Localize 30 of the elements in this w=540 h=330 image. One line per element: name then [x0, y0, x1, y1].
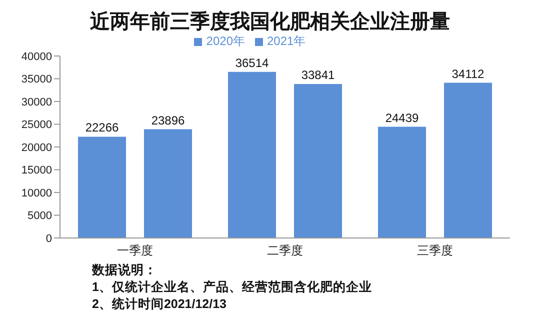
chart-title: 近两年前三季度我国化肥相关企业注册量 [89, 10, 451, 35]
y-tick-label: 10000 [21, 187, 52, 200]
y-tick-label: 0 [46, 232, 52, 245]
bar [78, 136, 126, 238]
data-label: 24439 [385, 110, 420, 125]
y-tick-label: 40000 [21, 50, 52, 63]
x-tick-label: 三季度 [417, 244, 453, 258]
y-tick-label: 30000 [21, 96, 52, 108]
y-tick-label: 5000 [28, 210, 52, 222]
bar [228, 72, 276, 238]
y-tick-label: 20000 [21, 142, 52, 154]
bar [378, 126, 426, 238]
data-label: 36514 [235, 56, 270, 70]
y-tick-label: 35000 [21, 74, 52, 86]
legend-label: 2020年 [206, 34, 245, 48]
bar [144, 129, 192, 238]
bar [294, 84, 342, 238]
text: 数据说明： [92, 262, 158, 279]
data-label: 23896 [151, 113, 186, 128]
x-tick-label: 一季度 [117, 244, 153, 258]
data-label: 34112 [452, 66, 485, 81]
text: 1、仅统计企业名、产品、经营范围含化肥的企业 [92, 279, 373, 296]
data-label: 22266 [85, 120, 120, 135]
y-tick-label: 25000 [21, 119, 52, 132]
legend-label: 2021年 [267, 34, 306, 48]
y-tick-label: 15000 [21, 164, 52, 177]
bar [444, 82, 492, 238]
x-tick-label: 二季度 [267, 244, 303, 258]
text: 2、统计时间2021/12/13 [92, 296, 228, 313]
data-label: 33841 [301, 68, 336, 82]
